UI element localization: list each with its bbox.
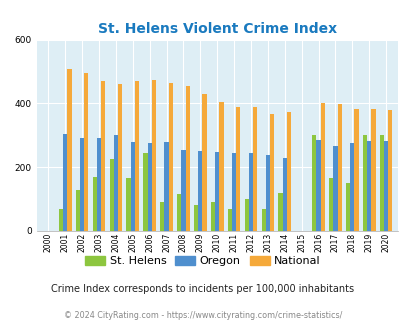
Bar — [97, 139, 101, 231]
Bar — [164, 142, 168, 231]
Bar — [80, 139, 84, 231]
Bar — [286, 112, 290, 231]
Bar — [168, 83, 173, 231]
Bar — [337, 104, 341, 231]
Bar — [147, 143, 151, 231]
Bar — [76, 189, 80, 231]
Legend: St. Helens, Oregon, National: St. Helens, Oregon, National — [81, 251, 324, 271]
Bar — [231, 153, 236, 231]
Bar — [265, 155, 269, 231]
Bar — [113, 135, 118, 231]
Bar — [252, 107, 257, 231]
Bar — [185, 86, 189, 231]
Bar — [333, 147, 337, 231]
Bar — [370, 109, 375, 231]
Bar — [387, 110, 391, 231]
Text: Crime Index corresponds to incidents per 100,000 inhabitants: Crime Index corresponds to incidents per… — [51, 284, 354, 294]
Bar — [109, 159, 113, 231]
Text: © 2024 CityRating.com - https://www.cityrating.com/crime-statistics/: © 2024 CityRating.com - https://www.city… — [64, 312, 341, 320]
Bar — [134, 82, 139, 231]
Bar — [236, 107, 240, 231]
Bar — [84, 73, 88, 231]
Bar — [248, 153, 252, 231]
Bar — [202, 94, 206, 231]
Bar — [244, 199, 248, 231]
Bar — [118, 84, 122, 231]
Bar — [126, 178, 130, 231]
Bar — [143, 153, 147, 231]
Bar — [315, 140, 320, 231]
Bar — [101, 81, 105, 231]
Bar — [362, 135, 366, 231]
Bar — [194, 206, 198, 231]
Bar — [151, 80, 156, 231]
Bar — [92, 177, 97, 231]
Bar — [198, 151, 202, 231]
Bar — [210, 202, 215, 231]
Bar — [130, 142, 134, 231]
Bar — [345, 183, 350, 231]
Bar — [366, 141, 370, 231]
Bar — [63, 134, 67, 231]
Bar — [269, 114, 273, 231]
Bar — [278, 193, 282, 231]
Bar — [67, 69, 71, 231]
Bar — [261, 209, 265, 231]
Bar — [379, 135, 383, 231]
Bar — [320, 103, 324, 231]
Bar — [282, 158, 286, 231]
Bar — [219, 102, 223, 231]
Bar — [59, 209, 63, 231]
Bar — [354, 109, 358, 231]
Bar — [328, 178, 333, 231]
Bar — [181, 150, 185, 231]
Bar — [215, 152, 219, 231]
Bar — [227, 209, 231, 231]
Bar — [311, 135, 315, 231]
Bar — [160, 202, 164, 231]
Bar — [177, 194, 181, 231]
Bar — [383, 141, 387, 231]
Bar — [350, 143, 354, 231]
Title: St. Helens Violent Crime Index: St. Helens Violent Crime Index — [98, 22, 336, 36]
